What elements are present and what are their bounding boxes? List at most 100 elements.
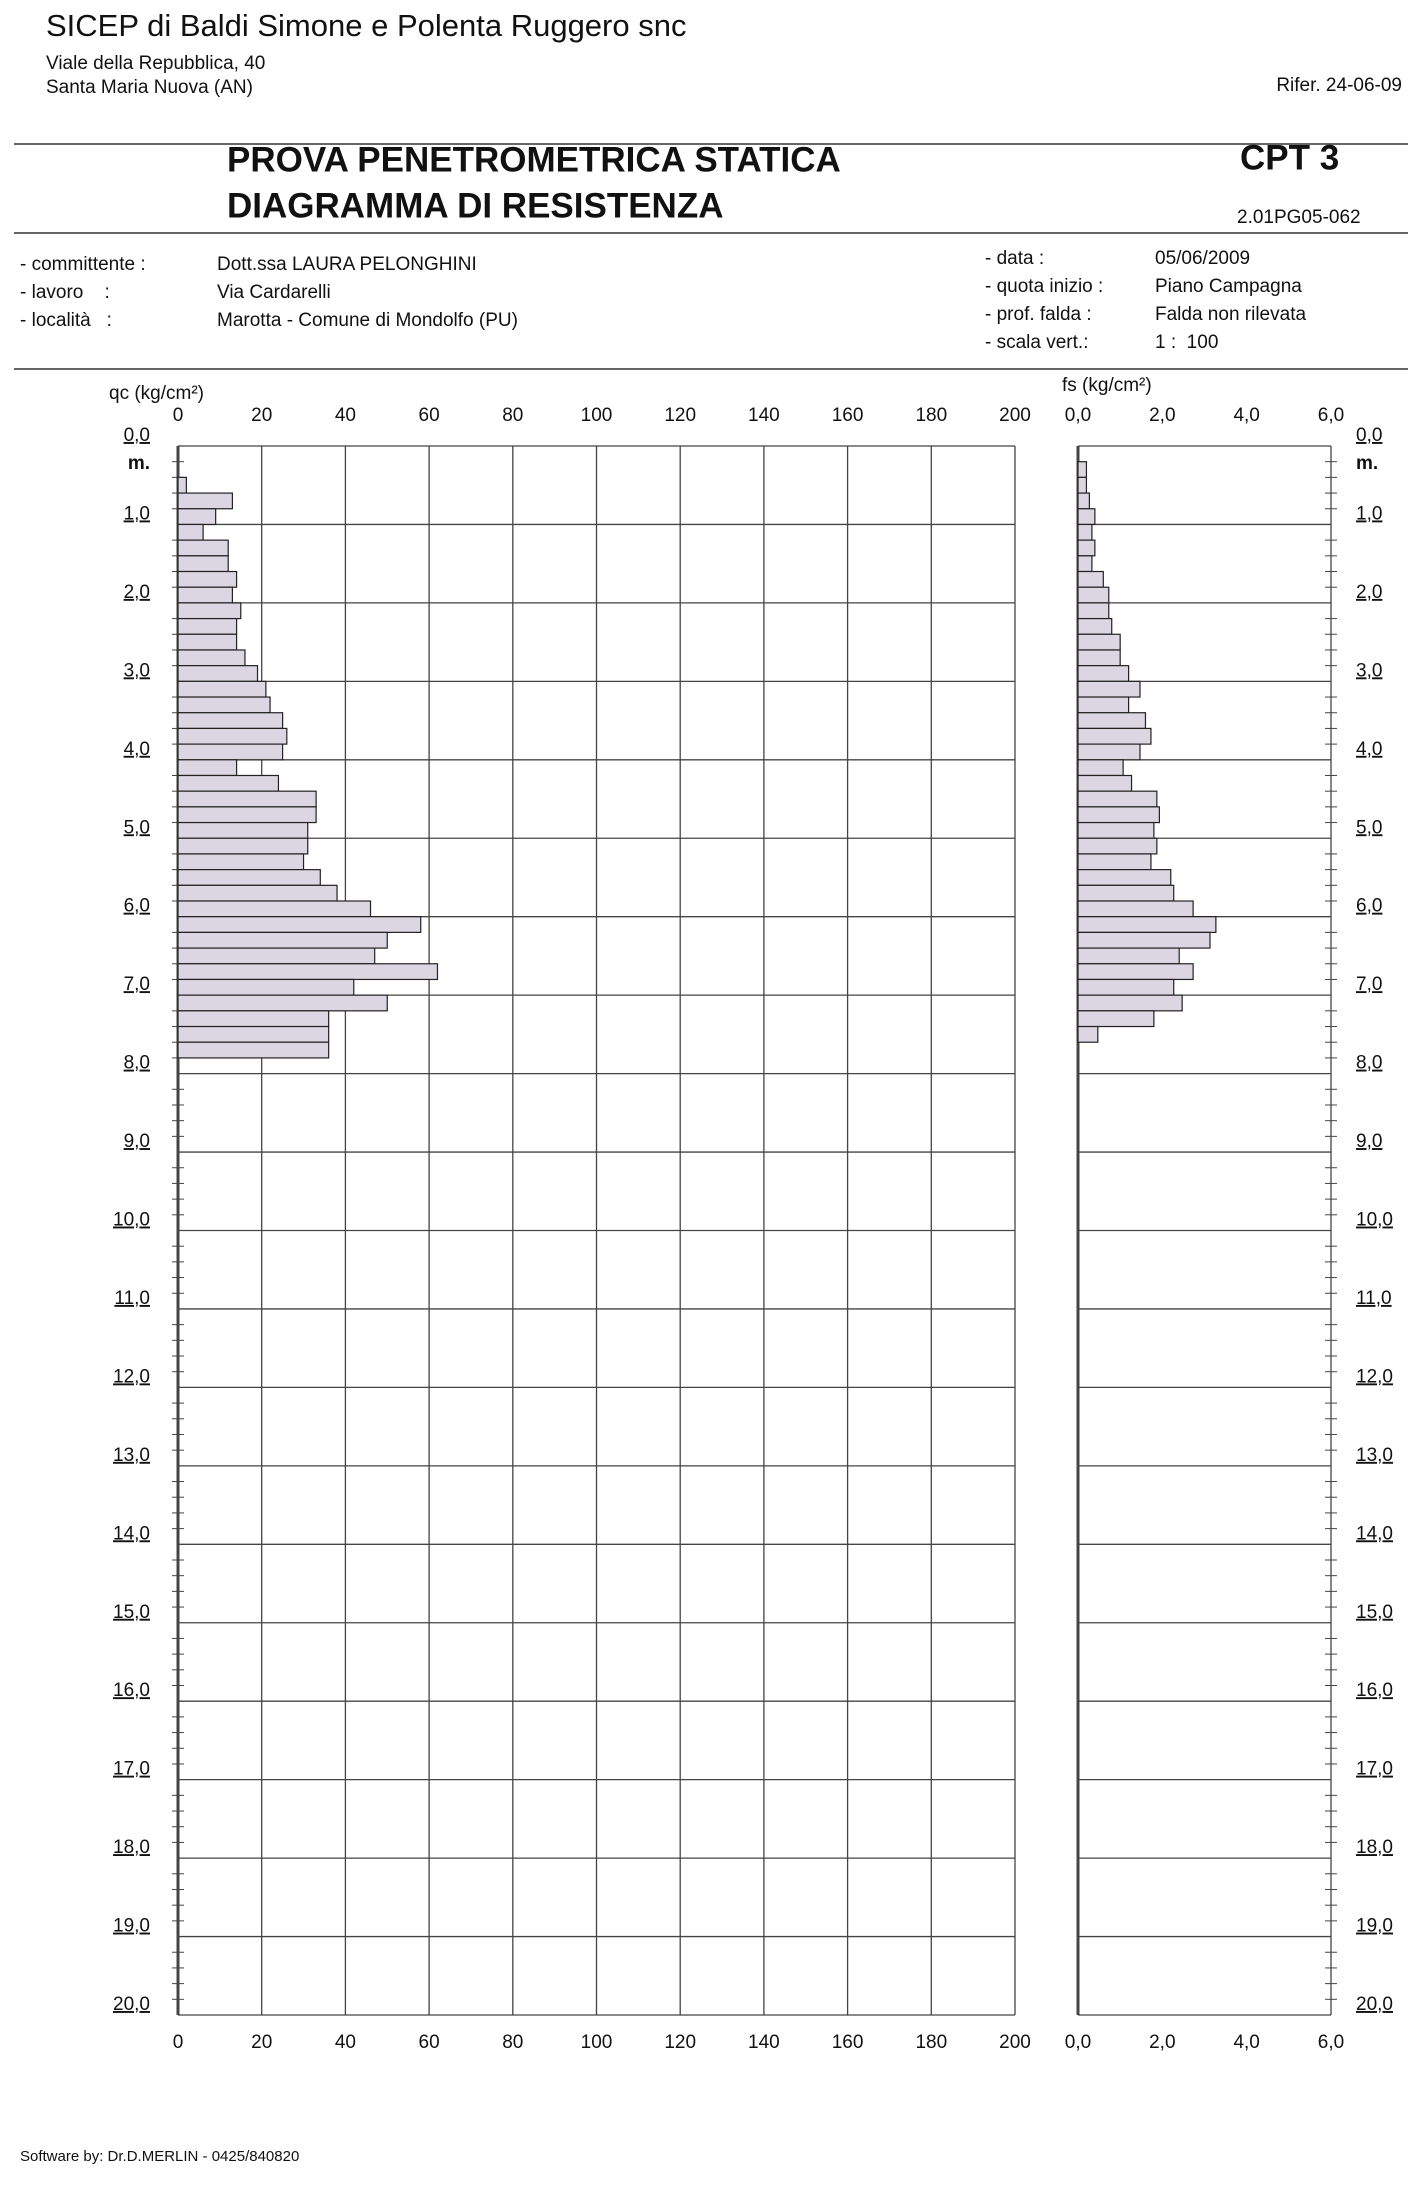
- y-tick-label: 14,0: [1356, 1523, 1393, 1544]
- bar: [1077, 947, 1180, 965]
- y-tick-label: 12,0: [113, 1366, 150, 1387]
- address: Viale della Repubblica, 40: [46, 53, 265, 74]
- y-tick-label: 2,0: [1356, 582, 1382, 603]
- info-label: - committente :: [20, 254, 146, 275]
- bar: [177, 570, 238, 588]
- bar: [177, 617, 238, 635]
- bar: [1077, 665, 1130, 682]
- x-tick-label: 40: [335, 405, 356, 426]
- bar: [177, 931, 388, 949]
- axis-label: fs (kg/cm²): [1062, 375, 1152, 396]
- bar: [177, 774, 280, 792]
- info-value: 05/06/2009: [1155, 248, 1250, 269]
- bar: [1077, 774, 1133, 792]
- info-value: Falda non rilevata: [1155, 304, 1306, 325]
- y-tick-label: 0,0: [1356, 425, 1382, 446]
- x-tick-label: 140: [748, 2032, 780, 2053]
- x-tick-label: 20: [251, 2032, 272, 2053]
- y-tick-label: 19,0: [113, 1916, 150, 1937]
- bar: [1077, 586, 1110, 604]
- x-tick-label: 120: [664, 405, 696, 426]
- y-tick-label: 12,0: [1356, 1366, 1393, 1387]
- x-tick-label: 180: [915, 405, 947, 426]
- x-tick-label: 160: [832, 2032, 864, 2053]
- bar: [1077, 931, 1211, 949]
- x-tick-label: 200: [999, 405, 1031, 426]
- bar: [177, 712, 284, 730]
- y-tick-label: 14,0: [113, 1523, 150, 1544]
- bar: [1077, 790, 1158, 808]
- x-tick-label: 180: [915, 2032, 947, 2053]
- bar: [1077, 837, 1158, 855]
- company: SICEP di Baldi Simone e Polenta Ruggero …: [46, 8, 686, 43]
- info-value: Piano Campagna: [1155, 276, 1302, 297]
- y-tick-label: 13,0: [1356, 1445, 1393, 1466]
- x-tick-label: 160: [832, 405, 864, 426]
- bar: [177, 790, 317, 808]
- y-tick-label: 1,0: [124, 503, 150, 524]
- bar: [1077, 963, 1194, 981]
- bar: [1077, 602, 1110, 620]
- bar: [177, 508, 217, 526]
- bar: [1077, 539, 1096, 557]
- bar: [1077, 727, 1152, 745]
- bar: [177, 947, 376, 965]
- bar: [177, 539, 229, 557]
- bar: [1077, 633, 1121, 651]
- bar: [177, 727, 288, 745]
- bar: [177, 555, 229, 573]
- bar: [1077, 853, 1152, 871]
- y-tick-label: 17,0: [1356, 1759, 1393, 1780]
- bar: [177, 523, 204, 541]
- bar: [1077, 476, 1088, 494]
- bar: [177, 978, 355, 996]
- y-tick-label: 8,0: [1356, 1053, 1382, 1074]
- info-label: - scala vert.:: [985, 332, 1088, 353]
- bar: [177, 900, 372, 918]
- bar: [177, 994, 388, 1012]
- info-value: 1 : 100: [1155, 332, 1218, 353]
- bar: [177, 759, 238, 777]
- bar: [1077, 570, 1104, 588]
- y-tick-label: 1,0: [1356, 503, 1382, 524]
- info-label: - lavoro :: [20, 282, 110, 303]
- x-tick-label: 0,0: [1065, 405, 1091, 426]
- x-tick-label: 2,0: [1149, 2032, 1175, 2053]
- bar: [177, 633, 238, 651]
- bar: [1077, 978, 1175, 996]
- city: Santa Maria Nuova (AN): [46, 77, 253, 98]
- y-tick-label: 11,0: [1356, 1288, 1392, 1309]
- y-tick-label: 5,0: [1356, 817, 1382, 838]
- title: DIAGRAMMA DI RESISTENZA: [227, 186, 723, 225]
- bar: [177, 602, 242, 620]
- bar: [1077, 994, 1183, 1012]
- title: PROVA PENETROMETRICA STATICA: [227, 140, 841, 179]
- y-tick-label: 7,0: [124, 974, 150, 995]
- bar: [1077, 759, 1124, 777]
- info-label: - prof. falda :: [985, 304, 1092, 325]
- bar: [1077, 884, 1175, 902]
- bar: [177, 853, 305, 871]
- info: - committente : Dott.ssa LAURA PELONGHINI…: [20, 248, 1306, 353]
- y-tick-label: 2,0: [124, 582, 150, 603]
- bar: [1077, 900, 1194, 918]
- x-tick-label: 20: [251, 405, 272, 426]
- x-tick-label: 6,0: [1318, 2032, 1344, 2053]
- x-tick-label: 140: [748, 405, 780, 426]
- y-tick-label: 8,0: [124, 1053, 150, 1074]
- y-tick-label: 16,0: [113, 1680, 150, 1701]
- x-tick-label: 40: [335, 2032, 356, 2053]
- bar: [177, 680, 267, 698]
- bar: [177, 1025, 330, 1043]
- bar: [177, 837, 309, 855]
- bar: [1077, 649, 1121, 667]
- info-label: - data :: [985, 248, 1044, 269]
- bar: [177, 649, 246, 667]
- y-tick-label: 9,0: [124, 1131, 150, 1152]
- bar: [1077, 1025, 1099, 1043]
- x-tick-label: 0: [173, 2032, 184, 2053]
- bar: [1077, 743, 1141, 761]
- bar: [177, 665, 259, 682]
- bar: [1077, 712, 1147, 730]
